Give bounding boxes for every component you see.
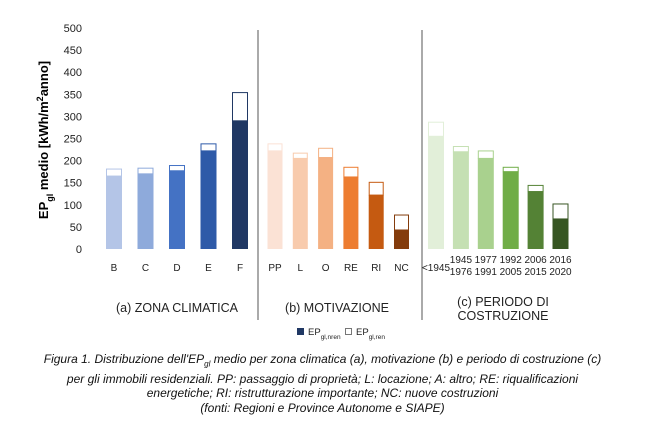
group-title: (b) MOTIVAZIONE bbox=[285, 301, 389, 315]
bar-nren bbox=[137, 173, 154, 249]
x-category-label: C bbox=[142, 263, 149, 274]
bar-marks bbox=[106, 92, 569, 249]
y-tick-label: 200 bbox=[64, 156, 82, 168]
y-tick-label: 250 bbox=[64, 134, 82, 146]
bar-nren bbox=[477, 158, 494, 249]
bar-nren bbox=[267, 150, 283, 249]
bar-nren bbox=[232, 120, 248, 249]
y-tick-label: 300 bbox=[64, 111, 82, 123]
caption-line-4: (fonti: Regioni e Province Autonome e SI… bbox=[200, 400, 445, 415]
bar-nren bbox=[368, 195, 384, 249]
legend: EPgl,nren EPgl,ren bbox=[297, 327, 385, 341]
x-category-label: E bbox=[205, 263, 212, 274]
bar-ren bbox=[477, 150, 494, 159]
y-tick-label: 350 bbox=[64, 89, 82, 101]
x-category-label: RE bbox=[344, 263, 358, 274]
bar-ren bbox=[169, 165, 185, 172]
bar-ren bbox=[292, 152, 308, 159]
group-titles: (a) ZONA CLIMATICA (b) MOTIVAZIONE (c) PER… bbox=[116, 295, 549, 323]
bar-ren bbox=[394, 214, 409, 231]
stacked-bar-chart: EPgl medio [kWh/m2anno] 0 50 100 150 200 250 3… bbox=[35, 23, 572, 341]
x-category-label: PP bbox=[268, 263, 282, 274]
x-category-label: 2006 2015 bbox=[524, 255, 547, 278]
bar-ren bbox=[267, 143, 283, 152]
x-category-label: B bbox=[111, 263, 118, 274]
legend-swatch-ren bbox=[345, 328, 352, 335]
bar-ren bbox=[552, 203, 569, 220]
x-category-label: 1992 2005 bbox=[500, 255, 523, 278]
y-axis-ticks: 0 50 100 150 200 250 300 350 400 450 500 bbox=[64, 23, 82, 256]
bar-ren bbox=[502, 166, 519, 173]
caption-line-1: Figura 1. Distribuzione dell'EPgl medio … bbox=[43, 352, 602, 369]
figure-caption: Figura 1. Distribuzione dell'EPgl medio … bbox=[0, 352, 645, 415]
y-tick-label: 450 bbox=[64, 45, 82, 57]
legend-label-ren: EPgl,ren bbox=[356, 327, 385, 341]
x-category-label: 1977 1991 bbox=[475, 255, 498, 278]
x-category-label: RI bbox=[371, 263, 381, 274]
caption-line-3: energetiche; RI: ristrutturazione import… bbox=[146, 386, 499, 401]
bar-nren bbox=[502, 171, 519, 249]
bar-ren bbox=[232, 92, 248, 122]
x-category-label: O bbox=[322, 263, 330, 274]
legend-swatch-nren bbox=[297, 328, 304, 335]
bar-ren bbox=[428, 121, 444, 137]
bar-ren bbox=[137, 167, 154, 175]
bar-nren bbox=[394, 229, 409, 249]
x-category-label: F bbox=[237, 263, 243, 274]
x-category-label: <1945 bbox=[422, 263, 451, 274]
bar-ren bbox=[318, 147, 334, 159]
y-tick-label: 50 bbox=[70, 222, 82, 234]
y-tick-label: 400 bbox=[64, 67, 82, 79]
bar-ren bbox=[452, 146, 469, 153]
x-category-label: D bbox=[173, 263, 180, 274]
y-tick-label: 100 bbox=[64, 200, 82, 212]
x-category-label: L bbox=[298, 263, 304, 274]
bar-ren bbox=[527, 184, 544, 193]
bar-ren bbox=[368, 181, 384, 196]
caption-line-2: per gli immobili residenziali. PP: passa… bbox=[66, 371, 579, 386]
bar-nren bbox=[452, 151, 469, 249]
bar-nren bbox=[428, 136, 444, 249]
group-title: (c) PERIODO DI COSTRUZIONE bbox=[457, 295, 549, 323]
bar-ren bbox=[106, 168, 122, 177]
y-tick-label: 150 bbox=[64, 178, 82, 190]
bar-nren bbox=[343, 176, 359, 249]
bar-nren bbox=[527, 191, 544, 249]
y-tick-label: 500 bbox=[64, 23, 82, 35]
group-title: (a) ZONA CLIMATICA bbox=[116, 301, 239, 315]
y-tick-label: 0 bbox=[76, 244, 82, 256]
bar-nren bbox=[318, 157, 334, 249]
bar-nren bbox=[106, 176, 122, 249]
bar-nren bbox=[552, 218, 569, 249]
y-axis-label: EPgl medio [kWh/m2anno] bbox=[35, 61, 55, 219]
x-category-label: 1945 1976 bbox=[450, 255, 473, 278]
x-category-label: NC bbox=[394, 263, 408, 274]
bar-ren bbox=[343, 166, 359, 178]
bar-nren bbox=[200, 150, 217, 249]
x-category-label: 2016 2020 bbox=[549, 255, 572, 278]
legend-label-nren: EPgl,nren bbox=[308, 327, 341, 341]
bar-nren bbox=[169, 170, 185, 249]
bar-ren bbox=[200, 143, 217, 152]
group-separators bbox=[257, 30, 423, 320]
bar-nren bbox=[292, 158, 308, 249]
